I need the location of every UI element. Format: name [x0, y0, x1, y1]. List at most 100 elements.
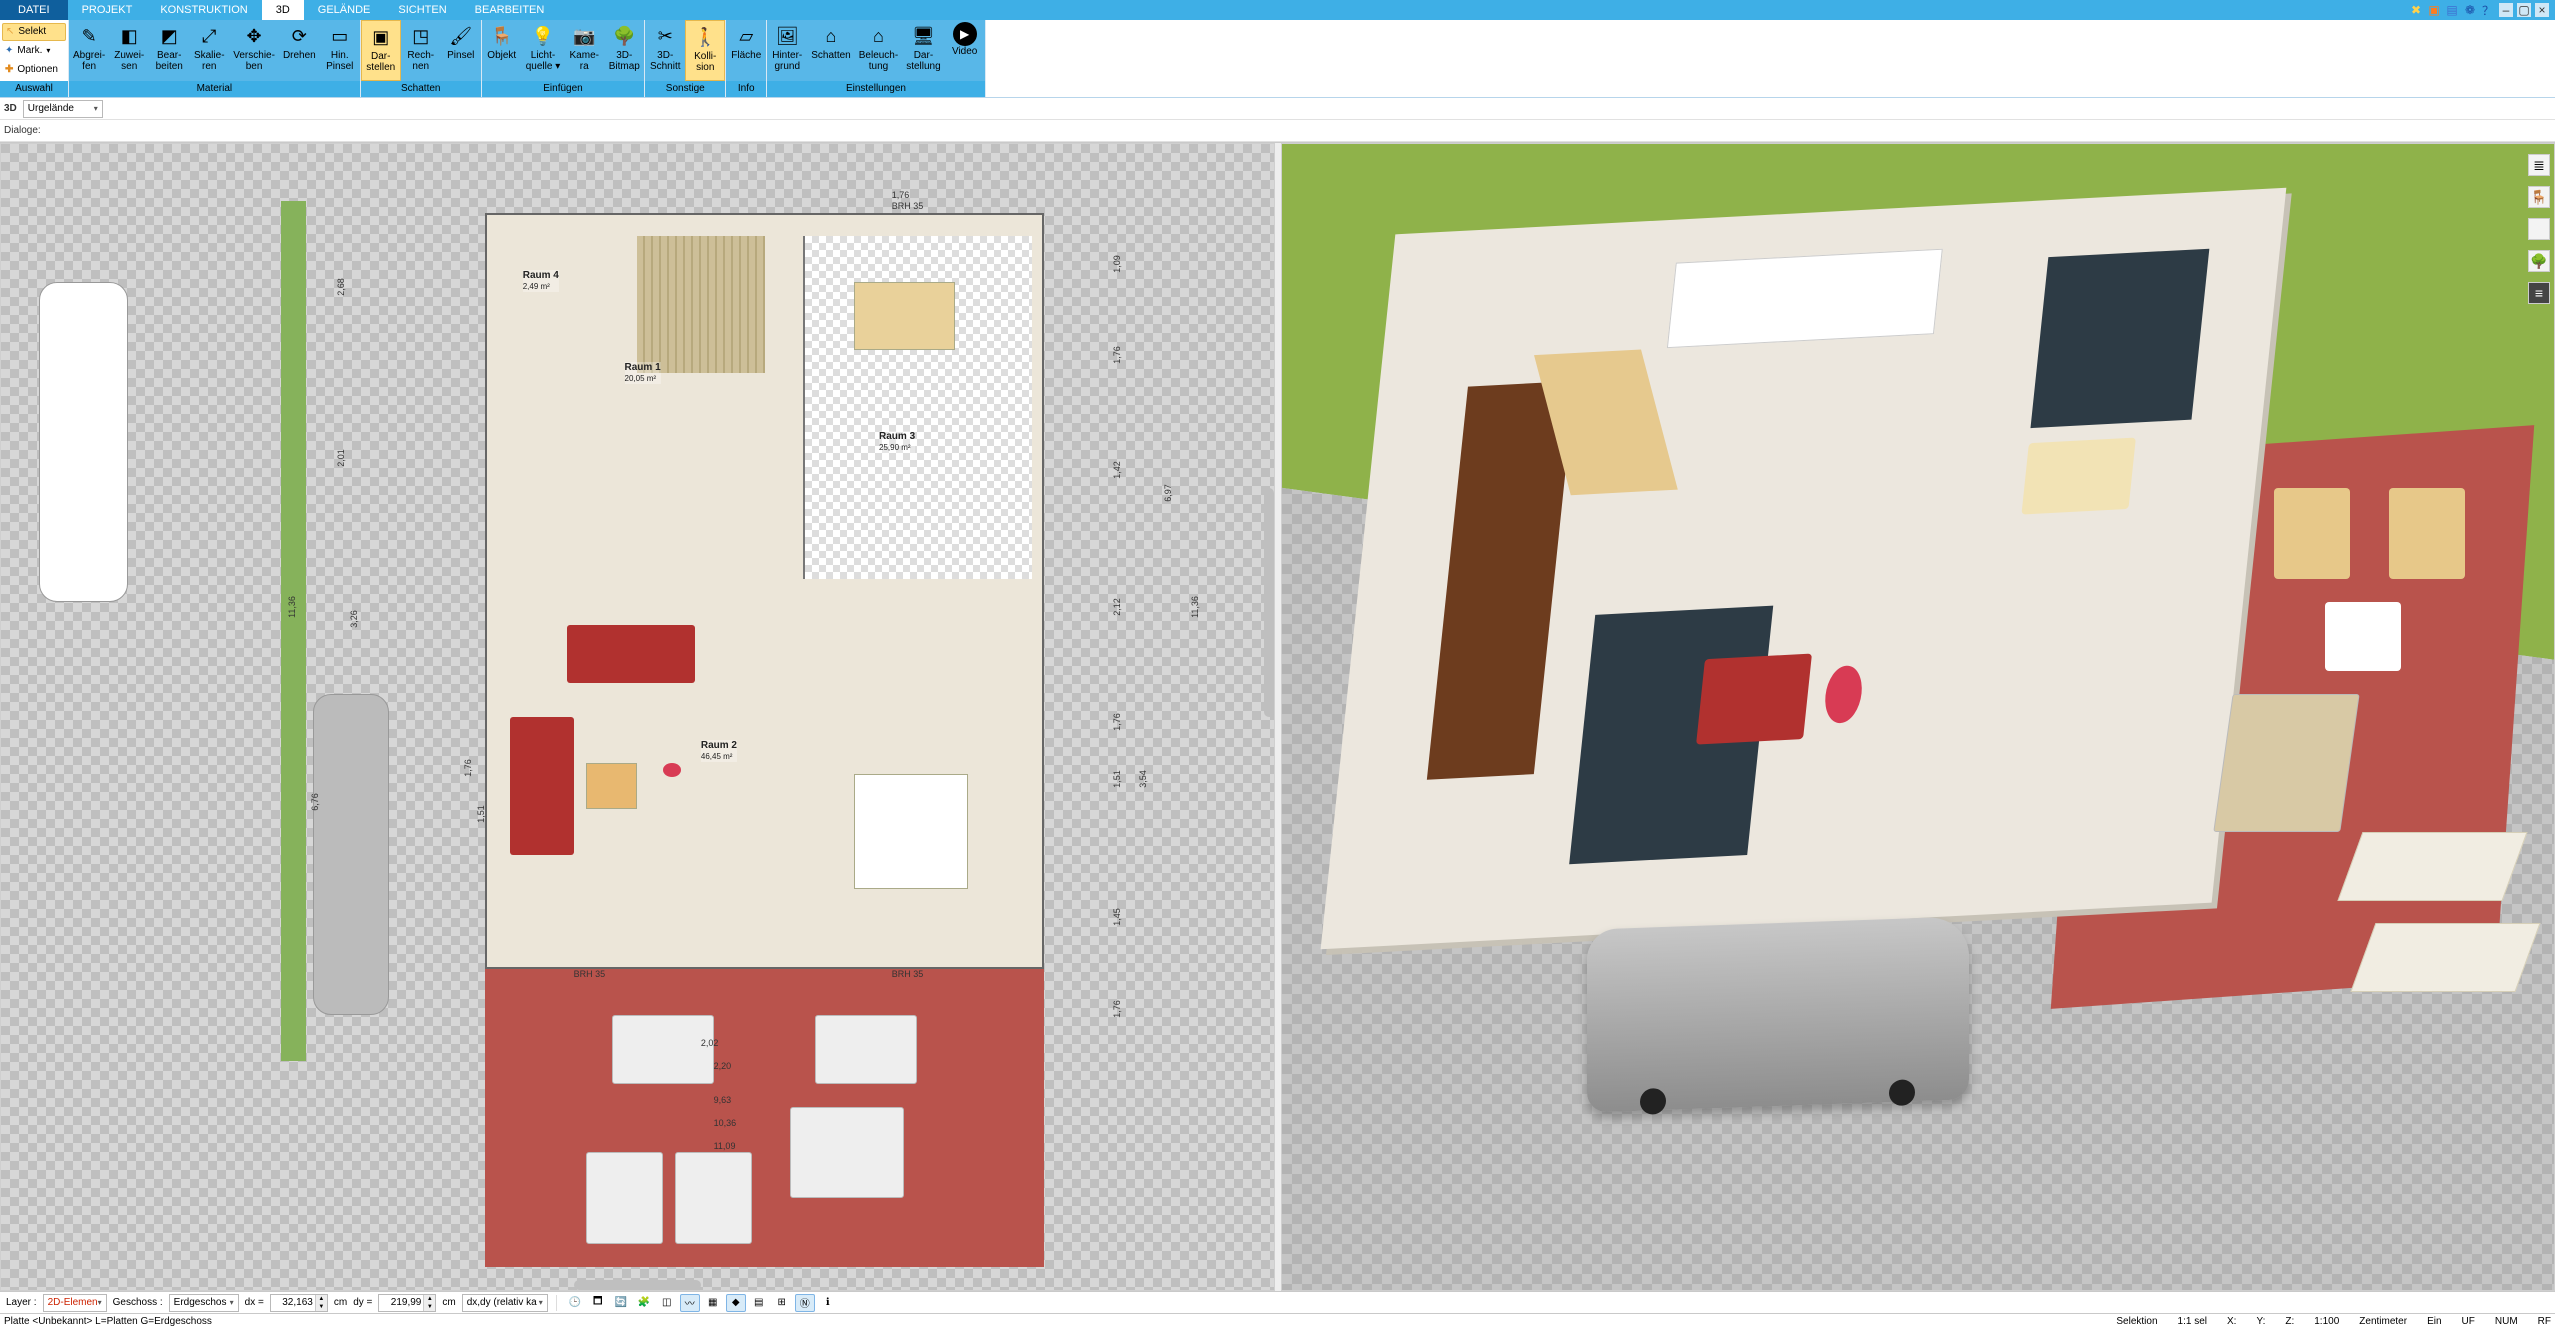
- tree-3d-icon[interactable]: 🌳: [2528, 250, 2550, 272]
- bottom-sync-icon[interactable]: 🔄: [611, 1294, 631, 1312]
- rbtn-darstellung[interactable]: 🖥Dar- stellung: [902, 20, 944, 81]
- auswahl-stack: ↖ Selekt ✦ Mark. ▾ ✚ Optionen: [0, 20, 68, 81]
- rbtn-verschieben[interactable]: ✥Verschie- ben: [229, 20, 279, 81]
- menu-tab-gelaende[interactable]: GELÄNDE: [304, 0, 385, 20]
- dimension-label: 1,51: [1112, 771, 1122, 789]
- sofa2-2d: [510, 717, 574, 855]
- spin-up-icon[interactable]: ▲: [315, 1295, 327, 1303]
- dx-input[interactable]: [271, 1297, 315, 1308]
- rbtn-zuweisen[interactable]: ◧Zuwei- sen: [109, 20, 149, 81]
- rbtn-kamera[interactable]: 📷Kame- ra: [564, 20, 604, 81]
- bottom-components-icon[interactable]: 🧩: [634, 1294, 654, 1312]
- rbtn-3d-schnitt[interactable]: ✂3D- Schnitt: [645, 20, 685, 81]
- close-icon[interactable]: ×: [2535, 3, 2549, 17]
- status-x: X:: [2227, 1316, 2236, 1327]
- rbtn-abgreifen[interactable]: ✎Abgrei- fen: [69, 20, 109, 81]
- menu-tab-projekt[interactable]: PROJEKT: [68, 0, 147, 20]
- auswahl-optionen[interactable]: ✚ Optionen: [2, 62, 66, 78]
- menu-3d-icon[interactable]: ≡: [2528, 282, 2550, 304]
- bottom-screenshot-icon[interactable]: 🗖: [588, 1294, 608, 1312]
- car-2d-white: [39, 282, 128, 603]
- bottom-layers-icon[interactable]: ◫: [657, 1294, 677, 1312]
- spin-down-icon[interactable]: ▼: [315, 1303, 327, 1311]
- floorplan-2d-view[interactable]: Raum 42,49 m²Raum 120,05 m²Raum 325,90 m…: [0, 143, 1275, 1291]
- dimension-label: 1,45: [1112, 908, 1122, 926]
- layers-3d-icon[interactable]: ≣: [2528, 154, 2550, 176]
- dimension-label: 2,68: [336, 278, 346, 296]
- 3d-view[interactable]: ≣ 🪑 🌳 ≡: [1281, 143, 2555, 1291]
- menu-bar: DATEI PROJEKT KONSTRUKTION 3D GELÄNDE SI…: [0, 0, 2555, 20]
- status-selection: Selektion: [2116, 1316, 2157, 1327]
- dy-spinbox[interactable]: ▲▼: [378, 1294, 436, 1312]
- dimension-label: 1,76: [1112, 1000, 1122, 1018]
- ribbon-label-auswahl: Auswahl: [0, 81, 68, 97]
- rbtn-hintergrund[interactable]: 🖼Hinter- grund: [767, 20, 807, 81]
- bottom-grid-icon[interactable]: ⊞: [772, 1294, 792, 1312]
- help-icon[interactable]: ？: [2481, 3, 2495, 17]
- bottom-wireframe-icon[interactable]: 〰: [680, 1294, 700, 1312]
- rbtn-objekt[interactable]: 🪑Objekt: [482, 20, 522, 81]
- rbtn-hinpinsel[interactable]: ▭Hin. Pinsel: [320, 20, 360, 81]
- spin-down-icon[interactable]: ▼: [423, 1303, 435, 1311]
- assign-icon: ◧: [115, 22, 143, 50]
- ribbon-group-info: ▱Fläche Info: [726, 20, 767, 97]
- rbtn-3dbitmap[interactable]: 🌳3D- Bitmap: [604, 20, 644, 81]
- bottom-shaded-icon[interactable]: ◆: [726, 1294, 746, 1312]
- geschoss-dropdown[interactable]: Erdgeschos ▾: [169, 1294, 239, 1312]
- layer-dropdown[interactable]: 2D-Elemen ▾: [43, 1294, 107, 1312]
- staircase-2d: [637, 236, 764, 374]
- rbtn-pinsel[interactable]: 🖌Pinsel: [441, 20, 481, 81]
- bottom-hatched-icon[interactable]: ▤: [749, 1294, 769, 1312]
- maximize-icon[interactable]: ▢: [2517, 3, 2531, 17]
- dimension-label: BRH 35: [574, 969, 606, 979]
- chair-3d-icon[interactable]: 🪑: [2528, 186, 2550, 208]
- menu-tab-sichten[interactable]: SICHTEN: [384, 0, 460, 20]
- bottom-history-icon[interactable]: 🕒: [565, 1294, 585, 1312]
- bottom-textured-icon[interactable]: ▦: [703, 1294, 723, 1312]
- bottom-north-icon[interactable]: Ⓝ: [795, 1294, 815, 1312]
- rbtn-rechnen[interactable]: ◳Rech- nen: [401, 20, 441, 81]
- rbtn-bearbeiten[interactable]: ◩Bear- beiten: [149, 20, 189, 81]
- rbtn-video[interactable]: ▶Video: [945, 20, 985, 81]
- relativ-dropdown[interactable]: dx,dy (relativ ka ▾: [462, 1294, 548, 1312]
- status-ratio: 1:1 sel: [2178, 1316, 2207, 1327]
- auswahl-mark[interactable]: ✦ Mark. ▾: [2, 43, 66, 59]
- rbtn-kollision[interactable]: 🚶Kolli- sion: [685, 20, 725, 81]
- title-tool-icon[interactable]: ▤: [2445, 3, 2459, 17]
- rbtn-flaeche[interactable]: ▱Fläche: [726, 20, 766, 81]
- plan-scrollbar-v[interactable]: [1264, 488, 1274, 717]
- ribbon-group-einstellungen: 🖼Hinter- grund ⌂Schatten ⌂Beleuch- tung …: [767, 20, 985, 97]
- title-tool-icon[interactable]: ❁: [2463, 3, 2477, 17]
- title-tool-icon[interactable]: ✖: [2409, 3, 2423, 17]
- status-ein: Ein: [2427, 1316, 2441, 1327]
- sofa-3d: [1696, 653, 1812, 744]
- dimension-label: 11,36: [1190, 596, 1200, 618]
- tree-icon: 🌳: [610, 22, 638, 50]
- sofa1-2d: [567, 625, 694, 682]
- menu-tab-konstruktion[interactable]: KONSTRUKTION: [146, 0, 261, 20]
- rbtn-drehen[interactable]: ⟳Drehen: [279, 20, 320, 81]
- menu-tab-datei[interactable]: DATEI: [0, 0, 68, 20]
- bottom-info-icon[interactable]: ℹ: [818, 1294, 838, 1312]
- rbtn-lichtquelle[interactable]: 💡Licht- quelle ▾: [522, 20, 565, 81]
- dy-input[interactable]: [379, 1297, 423, 1308]
- palette-3d-icon[interactable]: [2528, 218, 2550, 240]
- rbtn-darstellen[interactable]: ▣Dar- stellen: [361, 20, 401, 81]
- menu-tab-3d[interactable]: 3D: [262, 0, 304, 20]
- minimize-icon[interactable]: –: [2499, 3, 2513, 17]
- lounger2-3d: [2351, 923, 2541, 992]
- ribbon-label-einfuegen: Einfügen: [482, 81, 645, 97]
- rbtn-beleuchtung[interactable]: ⌂Beleuch- tung: [855, 20, 902, 81]
- rbtn-schatten-settings[interactable]: ⌂Schatten: [807, 20, 854, 81]
- car-2d-grey: [313, 694, 389, 1015]
- auswahl-select[interactable]: ↖ Selekt: [2, 23, 66, 41]
- terrain-dropdown[interactable]: Urgelände ▾: [23, 100, 103, 118]
- ribbon-label-info: Info: [726, 81, 766, 97]
- menu-tab-bearbeiten[interactable]: BEARBEITEN: [461, 0, 559, 20]
- spin-up-icon[interactable]: ▲: [423, 1295, 435, 1303]
- dx-spinbox[interactable]: ▲▼: [270, 1294, 328, 1312]
- rbtn-skalieren[interactable]: ⤢Skalie- ren: [189, 20, 229, 81]
- plan-canvas: Raum 42,49 m²Raum 120,05 m²Raum 325,90 m…: [1, 144, 1274, 1290]
- title-tool-icon[interactable]: ▣: [2427, 3, 2441, 17]
- plan-scrollbar-h[interactable]: [574, 1280, 701, 1290]
